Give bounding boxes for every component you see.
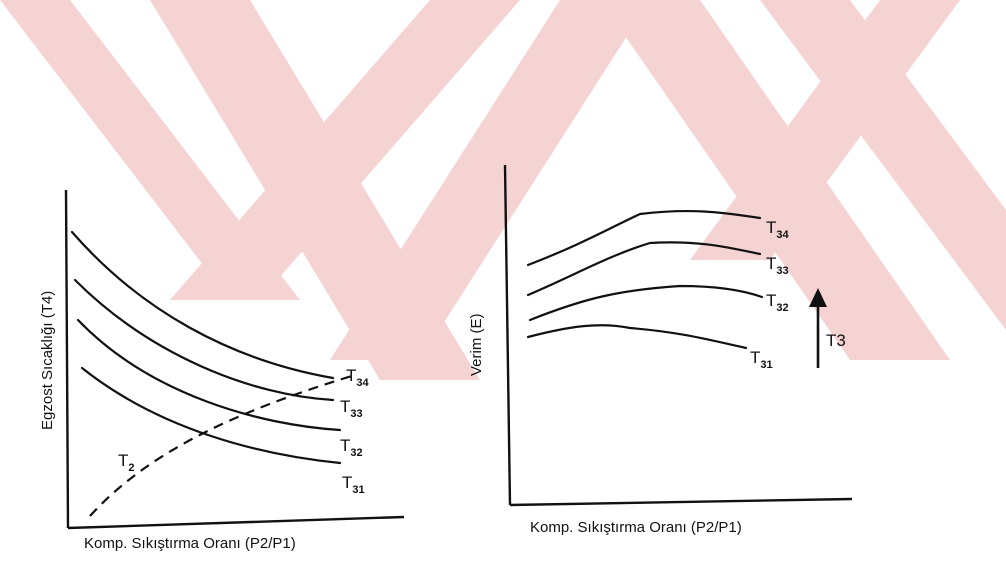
left-series-T32-line — [76, 318, 342, 432]
right-series-T32-line — [528, 284, 764, 322]
t3-increase-arrow — [809, 288, 827, 368]
right-series-T31-line — [526, 324, 748, 350]
left-y-axis — [64, 189, 70, 529]
left-label-T32: T32 — [340, 436, 363, 459]
left-series-T34-line — [70, 230, 335, 380]
right-y-axis — [503, 164, 512, 506]
right-label-T32: T32 — [766, 291, 789, 314]
right-x-axis-label: Komp. Sıkıştırma Oranı (P2/P1) — [530, 519, 742, 536]
right-y-axis-label: Verim (E) — [468, 313, 485, 376]
right-x-axis — [509, 497, 853, 507]
left-chart: T34 T33 T32 T31 T2 Egzost Sıcaklığı (T4)… — [39, 189, 405, 552]
left-label-T34: T34 — [346, 366, 370, 389]
right-label-T31: T31 — [750, 348, 773, 371]
right-series-T33-line — [526, 241, 762, 297]
left-x-axis — [67, 515, 405, 530]
right-label-T33: T33 — [766, 254, 789, 277]
left-series-T2-line — [89, 373, 356, 517]
left-label-T33: T33 — [340, 397, 363, 420]
left-series-T33-line — [73, 278, 335, 402]
right-chart: T34 T33 T32 T31 T3 Verim (E) Komp. Sıkış… — [468, 164, 853, 536]
right-label-T34: T34 — [766, 218, 790, 241]
left-y-axis-label: Egzost Sıcaklığı (T4) — [39, 291, 56, 430]
left-label-T2: T2 — [118, 451, 135, 474]
left-x-axis-label: Komp. Sıkıştırma Oranı (P2/P1) — [84, 535, 296, 552]
watermark-stripes — [0, 0, 1006, 380]
t3-arrow-label: T3 — [826, 331, 846, 350]
right-series-T34-line — [526, 209, 762, 267]
left-series-T31-line — [80, 366, 342, 465]
left-label-T31: T31 — [342, 473, 365, 496]
